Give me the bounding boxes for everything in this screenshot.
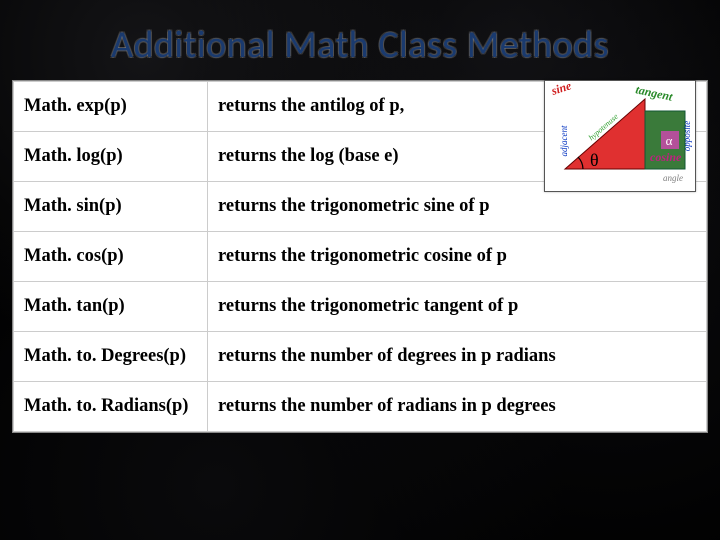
desc-cell: returns the number of radians in p degre…	[208, 382, 707, 432]
method-cell: Math. cos(p)	[14, 232, 208, 282]
method-cell: Math. log(p)	[14, 132, 208, 182]
desc-cell: returns the trigonometric cosine of p	[208, 232, 707, 282]
desc-cell: returns the trigonometric tangent of p	[208, 282, 707, 332]
sine-label: sine	[549, 81, 574, 98]
method-cell: Math. to. Degrees(p)	[14, 332, 208, 382]
alpha-label: α	[666, 133, 673, 148]
method-cell: Math. tan(p)	[14, 282, 208, 332]
desc-cell: returns the number of degrees in p radia…	[208, 332, 707, 382]
slide-title: Additional Math Class Methods	[0, 0, 720, 80]
method-cell: Math. to. Radians(p)	[14, 382, 208, 432]
slide: Additional Math Class Methods Math. exp(…	[0, 0, 720, 540]
table-row: Math. to. Degrees(p) returns the number …	[14, 332, 707, 382]
trig-diagram: α θ sine tangent cosine adjacent opposit…	[544, 80, 696, 192]
method-cell: Math. exp(p)	[14, 82, 208, 132]
opposite-label: opposite	[682, 121, 692, 152]
table-row: Math. cos(p) returns the trigonometric c…	[14, 232, 707, 282]
method-cell: Math. sin(p)	[14, 182, 208, 232]
angle-label: angle	[663, 173, 683, 183]
table-row: Math. tan(p) returns the trigonometric t…	[14, 282, 707, 332]
adjacent-label: adjacent	[559, 125, 569, 156]
table-row: Math. to. Radians(p) returns the number …	[14, 382, 707, 432]
theta-label: θ	[590, 150, 599, 170]
triangle-shape	[565, 99, 645, 169]
tangent-label: tangent	[634, 82, 674, 104]
trig-svg: α θ sine tangent cosine adjacent opposit…	[545, 81, 695, 191]
cosine-label: cosine	[650, 150, 682, 164]
